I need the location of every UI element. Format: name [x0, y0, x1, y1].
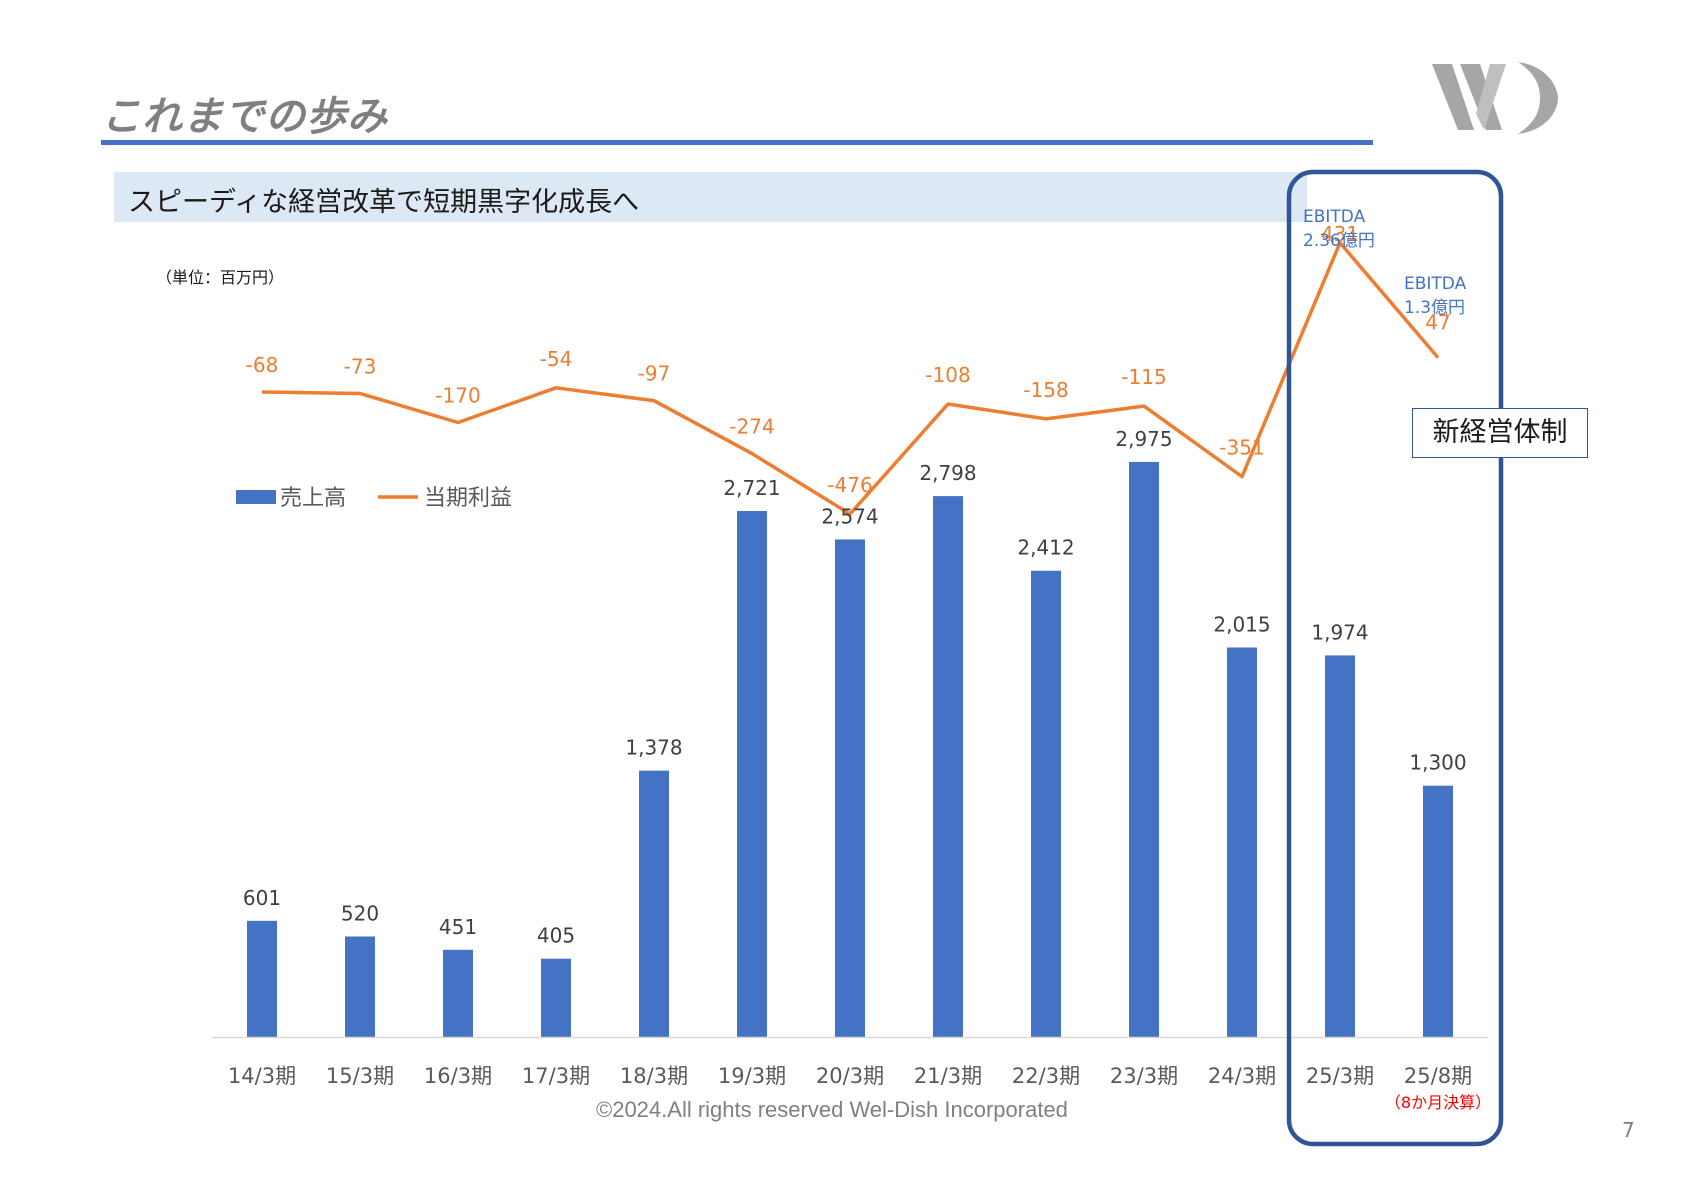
fiscal-period-note: （8か月決算） [1385, 1093, 1491, 1112]
bar-sales [541, 958, 571, 1037]
x-tick-label: 16/3期 [424, 1064, 492, 1088]
highlight-frame [1286, 169, 1504, 1147]
x-tick-label: 23/3期 [1110, 1064, 1178, 1088]
bar-sales [443, 949, 473, 1037]
legend-label-sales: 売上高 [280, 486, 346, 511]
bar-sales [1423, 785, 1453, 1037]
x-tick-label: 24/3期 [1208, 1064, 1276, 1088]
line-value-label: -170 [435, 384, 480, 408]
bar-sales [639, 770, 669, 1037]
page-number: 7 [1622, 1118, 1635, 1142]
x-tick-label: 17/3期 [522, 1064, 590, 1088]
ebitda-value: 2.36億円 [1303, 231, 1375, 251]
bar-value-label: 2,574 [821, 504, 878, 528]
unit-label: （単位：百万円） [156, 268, 285, 287]
bar-sales [737, 511, 767, 1037]
bar-value-label: 2,412 [1017, 536, 1074, 560]
x-tick-label: 21/3期 [914, 1064, 982, 1088]
line-value-label: -476 [827, 473, 872, 497]
x-tick-label: 18/3期 [620, 1064, 688, 1088]
bar-sales [345, 936, 375, 1037]
line-value-label: -274 [729, 415, 774, 439]
bar-value-label: 1,300 [1409, 751, 1466, 775]
bar-sales [1227, 647, 1257, 1037]
legend-label-profit: 当期利益 [424, 486, 512, 511]
bar-sales [835, 539, 865, 1037]
x-tick-label: 14/3期 [228, 1064, 296, 1088]
bar-value-label: 1,378 [625, 736, 682, 760]
company-logo-icon [1432, 62, 1558, 134]
x-tick-label: 25/8期 [1404, 1064, 1472, 1088]
bar-value-label: 451 [439, 915, 477, 939]
bar-value-label: 2,721 [723, 476, 780, 500]
bar-value-label: 2,015 [1213, 612, 1270, 636]
line-layer [261, 241, 1440, 516]
legend-swatch-sales [236, 490, 276, 504]
x-tick-label: 15/3期 [326, 1064, 394, 1088]
line-value-label: -97 [638, 362, 671, 386]
line-value-label: -158 [1023, 378, 1068, 402]
line-value-label: -115 [1121, 365, 1166, 389]
copyright-text: ©2024.All rights reserved Wel-Dish Incor… [596, 1097, 1068, 1122]
ebitda-value: 1.3億円 [1404, 298, 1465, 318]
labels-layer: 601 14/3期 520 15/3期 451 16/3期 405 17/3期 1,378 18/… [228, 222, 1472, 1088]
line-value-label: -351 [1219, 436, 1264, 460]
line-profit [261, 241, 1440, 516]
line-value-label: -54 [540, 347, 573, 371]
bar-value-label: 520 [341, 901, 379, 925]
x-tick-label: 20/3期 [816, 1064, 884, 1088]
line-value-label: -68 [246, 353, 279, 377]
new-management-label: 新経営体制 [1412, 408, 1588, 458]
x-tick-label: 19/3期 [718, 1064, 786, 1088]
bar-value-label: 1,974 [1311, 620, 1368, 644]
bar-sales [1325, 655, 1355, 1037]
x-tick-label: 25/3期 [1306, 1064, 1374, 1088]
bar-value-label: 2,798 [919, 461, 976, 485]
bar-sales [933, 496, 963, 1038]
page-title: これまでの歩み [101, 94, 388, 140]
x-tick-label: 22/3期 [1012, 1064, 1080, 1088]
line-value-label: 431 [1321, 222, 1359, 246]
bar-sales [247, 920, 277, 1037]
ebitda-label: EBITDA [1404, 274, 1467, 294]
bar-value-label: 2,975 [1115, 427, 1172, 451]
line-value-label: -73 [344, 354, 377, 378]
title-underline [101, 140, 1373, 145]
bars-layer [247, 461, 1453, 1038]
bar-sales [1129, 461, 1159, 1037]
bar-value-label: 405 [537, 924, 575, 948]
ebitda-label: EBITDA [1303, 207, 1366, 227]
bar-value-label: 601 [243, 886, 281, 910]
subtitle-band: スピーディな経営改革で短期黒字化成長へ [114, 172, 1307, 222]
line-value-label: -108 [925, 363, 970, 387]
subtitle-text: スピーディな経営改革で短期黒字化成長へ [128, 187, 640, 218]
line-value-label: 47 [1425, 311, 1450, 335]
bar-sales [1031, 570, 1061, 1037]
